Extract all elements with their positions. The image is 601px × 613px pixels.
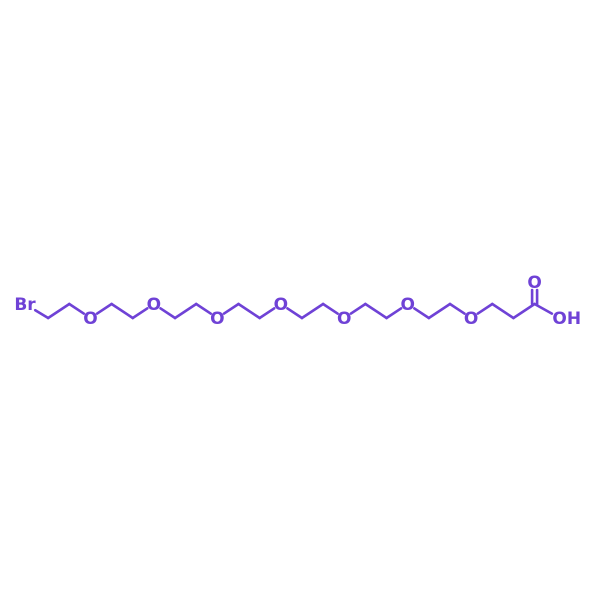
bond: [33, 308, 50, 320]
bond: [159, 307, 177, 320]
atom-label-o: O: [464, 309, 478, 329]
atom-label-br: Br: [14, 295, 36, 315]
bond: [131, 307, 149, 320]
bond: [110, 302, 135, 320]
atom-label-o: O: [274, 295, 288, 315]
atom-label-oh: OH: [552, 309, 581, 329]
bond: [95, 302, 113, 315]
atom-label-o: O: [400, 295, 414, 315]
atom-label-o: O: [147, 295, 161, 315]
bond: [512, 302, 536, 320]
bond: [68, 302, 86, 315]
bond: [364, 302, 388, 320]
bond: [300, 302, 325, 320]
atom-label-o: O: [210, 309, 224, 329]
bond: [194, 302, 212, 315]
bond: [533, 302, 554, 315]
bond: [258, 307, 276, 320]
bond: [476, 302, 494, 315]
bond: [349, 302, 367, 315]
bond: [46, 302, 71, 320]
bond: [222, 302, 240, 315]
atom-label-o: O: [337, 309, 351, 329]
bond: [173, 302, 198, 320]
bond: [385, 307, 403, 320]
bond: [237, 302, 261, 320]
bond: [413, 307, 431, 320]
atom-label-carbonyl-o: O: [527, 273, 541, 293]
bond: [286, 307, 304, 320]
bond: [448, 302, 466, 315]
bond: [427, 302, 452, 320]
atom-label-o: O: [83, 309, 97, 329]
bond: [490, 302, 515, 320]
bond: [321, 302, 339, 315]
